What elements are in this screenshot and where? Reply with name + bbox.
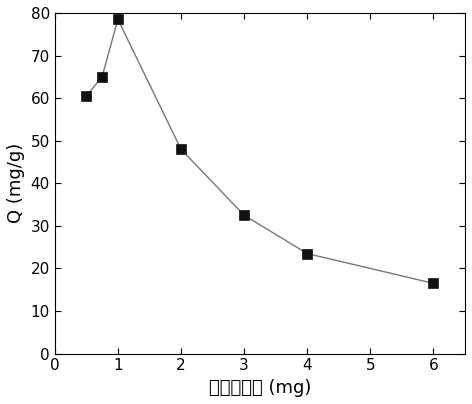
Y-axis label: Q (mg/g): Q (mg/g) <box>7 143 25 223</box>
X-axis label: 吸附剂用量 (mg): 吸附剂用量 (mg) <box>209 379 311 397</box>
